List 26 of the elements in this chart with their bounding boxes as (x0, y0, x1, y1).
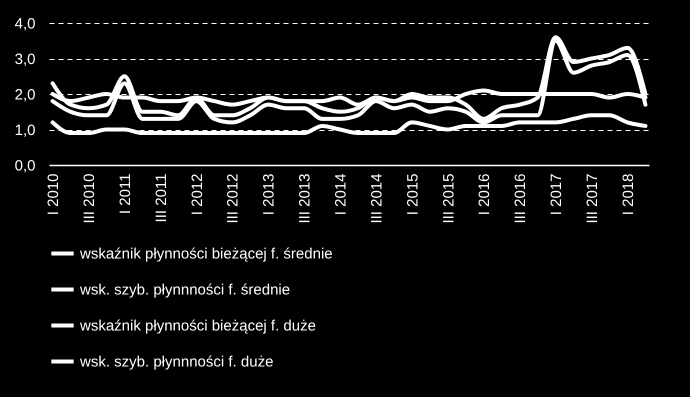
y-tick-label: 3,0 (14, 51, 36, 68)
x-tick-label: I 2013 (260, 174, 278, 216)
x-tick-label: I 2012 (188, 174, 206, 216)
x-tick-label: I 2014 (332, 174, 350, 216)
y-tick-label: 0,0 (14, 158, 36, 174)
x-tick-label: III 2011 (152, 174, 170, 222)
x-tick-label: I 2017 (548, 174, 566, 216)
legend-label: wsk. szyb. płynnności f. duże (79, 354, 274, 370)
x-tick-label: I 2015 (404, 174, 422, 216)
x-tick-label: III 2015 (440, 174, 458, 224)
x-tick-label: I 2016 (476, 174, 494, 216)
x-tick-label: I 2011 (116, 174, 134, 214)
x-tick-label: III 2012 (224, 174, 242, 224)
y-tick-label: 1,0 (14, 122, 36, 139)
legend-label: wskaźnik płynności bieżącej f. średnie (79, 246, 333, 262)
x-tick-label: III 2014 (368, 174, 386, 224)
y-tick-label: 4,0 (14, 16, 36, 32)
x-tick-label: III 2016 (512, 174, 530, 224)
legend-label: wskaźnik płynności bieżącej f. duże (79, 318, 316, 334)
x-tick-label: III 2010 (81, 174, 98, 224)
x-tick-label: I 2010 (45, 174, 62, 216)
x-tick-label: III 2013 (296, 174, 314, 224)
x-tick-label: I 2018 (620, 174, 637, 216)
y-tick-label: 2,0 (14, 86, 36, 104)
legend-label: wsk. szyb. płynnności f. średnie (79, 282, 290, 298)
x-tick-label: III 2017 (584, 174, 602, 224)
